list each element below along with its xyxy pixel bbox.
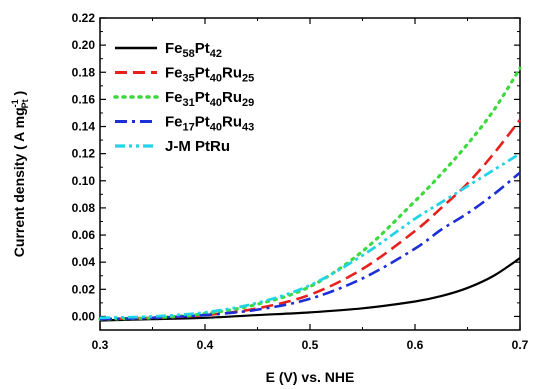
y-tick-label: 0.18: [72, 65, 96, 79]
axis-labels: E (V) vs. NHE Current density ( A mg-1Pt …: [10, 91, 354, 385]
legend: Fe58Pt42 Fe35Pt40Ru25 Fe31Pt40Ru29 Fe17Pt40…: [113, 40, 254, 155]
plot-frame: [99, 17, 521, 331]
y-tick-label: 0.04: [72, 255, 96, 269]
axes: 0.3 0.4 0.5 0.6 0.7 0.00 0.02 0.04 0.06 0.08 0.10 0…: [72, 11, 529, 352]
series-lines: [98, 66, 522, 322]
series-line-5: [99, 152, 521, 320]
x-tick-label: 0.5: [302, 338, 319, 352]
y-tick-label: 0.00: [72, 309, 96, 323]
y-tick-label: 0.20: [72, 38, 96, 52]
x-axis-title: E (V) vs. NHE: [266, 369, 355, 385]
series-line-1: [99, 257, 521, 322]
x-tick-label: 0.6: [407, 338, 424, 352]
y-tick-label: 0.22: [72, 11, 96, 25]
y-tick-label: 0.14: [72, 120, 96, 134]
x-tick-label: 0.7: [512, 338, 529, 352]
y-tick-label: 0.08: [72, 201, 96, 215]
legend-label-3: Fe31Pt40Ru29: [165, 89, 254, 109]
x-tick-label: 0.4: [197, 338, 214, 352]
y-tick-label: 0.16: [72, 92, 96, 106]
y-tick-label: 0.12: [72, 147, 96, 161]
legend-label-1: Fe58Pt42: [165, 40, 222, 60]
series-line-4: [99, 171, 521, 321]
y-axis-title: Current density ( A mg-1Pt ): [10, 91, 30, 257]
legend-label-2: Fe35Pt40Ru25: [165, 65, 254, 85]
y-tick-label: 0.02: [72, 282, 96, 296]
y-tick-label: 0.06: [72, 228, 96, 242]
y-tick-label: 0.10: [72, 174, 96, 188]
x-tick-label: 0.3: [92, 338, 109, 352]
legend-label-5: J-M PtRu: [165, 138, 230, 155]
legend-label-4: Fe17Pt40Ru43: [165, 114, 254, 134]
